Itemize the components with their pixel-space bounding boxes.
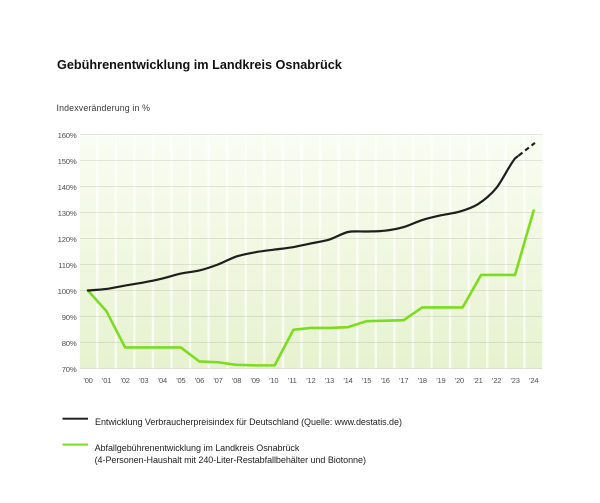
svg-text:’14: ’14 <box>343 376 352 385</box>
svg-text:’01: ’01 <box>102 376 111 385</box>
svg-text:’22: ’22 <box>492 376 501 385</box>
svg-text:’03: ’03 <box>139 376 148 385</box>
svg-text:’13: ’13 <box>325 376 334 385</box>
svg-text:’20: ’20 <box>455 376 464 385</box>
svg-text:’18: ’18 <box>417 376 426 385</box>
svg-text:140%: 140% <box>58 183 77 192</box>
svg-text:’10: ’10 <box>269 376 278 385</box>
svg-text:’16: ’16 <box>380 376 389 385</box>
svg-text:80%: 80% <box>62 339 77 348</box>
svg-text:160%: 160% <box>58 131 77 140</box>
svg-text:130%: 130% <box>58 209 77 218</box>
svg-text:’15: ’15 <box>362 376 371 385</box>
svg-text:100%: 100% <box>58 287 77 296</box>
svg-text:’07: ’07 <box>213 376 222 385</box>
svg-text:’23: ’23 <box>510 376 519 385</box>
svg-text:’04: ’04 <box>158 376 167 385</box>
svg-text:120%: 120% <box>58 235 77 244</box>
svg-text:70%: 70% <box>62 365 77 374</box>
svg-text:’21: ’21 <box>473 376 482 385</box>
svg-text:’12: ’12 <box>306 376 315 385</box>
svg-text:150%: 150% <box>58 157 77 166</box>
svg-text:’00: ’00 <box>83 376 92 385</box>
svg-text:’11: ’11 <box>288 376 297 385</box>
svg-text:’09: ’09 <box>250 376 259 385</box>
svg-text:’19: ’19 <box>436 376 445 385</box>
svg-text:’02: ’02 <box>120 376 129 385</box>
svg-text:’05: ’05 <box>176 376 185 385</box>
svg-text:’08: ’08 <box>232 376 241 385</box>
svg-text:’24: ’24 <box>529 376 538 385</box>
svg-text:110%: 110% <box>58 261 77 270</box>
svg-text:’17: ’17 <box>399 376 408 385</box>
svg-text:’06: ’06 <box>195 376 204 385</box>
svg-text:90%: 90% <box>62 313 77 322</box>
